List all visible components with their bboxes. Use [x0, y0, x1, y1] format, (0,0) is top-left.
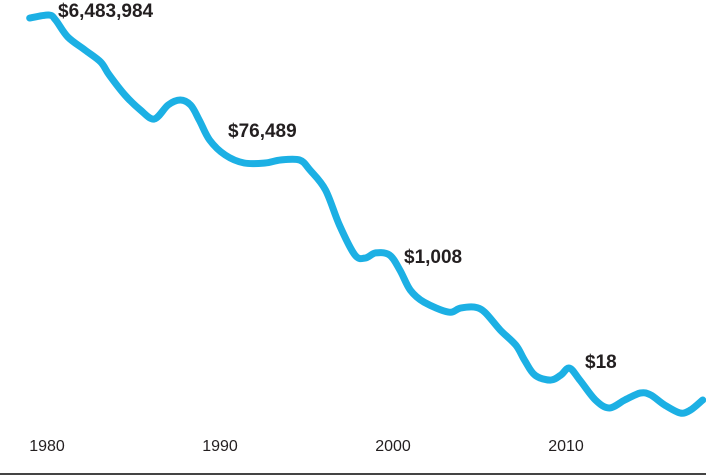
x-tick-label: 2010 — [548, 438, 584, 455]
bottom-border — [0, 473, 706, 475]
series-line-price — [26, 11, 706, 417]
annotation-label: $18 — [585, 352, 617, 373]
annotation-label: $1,008 — [404, 247, 463, 268]
annotation-label: $6,483,984 — [58, 1, 154, 22]
x-tick-label: 1980 — [29, 438, 65, 455]
annotation-label: $76,489 — [228, 121, 297, 142]
x-tick-label: 1990 — [202, 438, 238, 455]
x-tick-label: 2000 — [375, 438, 411, 455]
